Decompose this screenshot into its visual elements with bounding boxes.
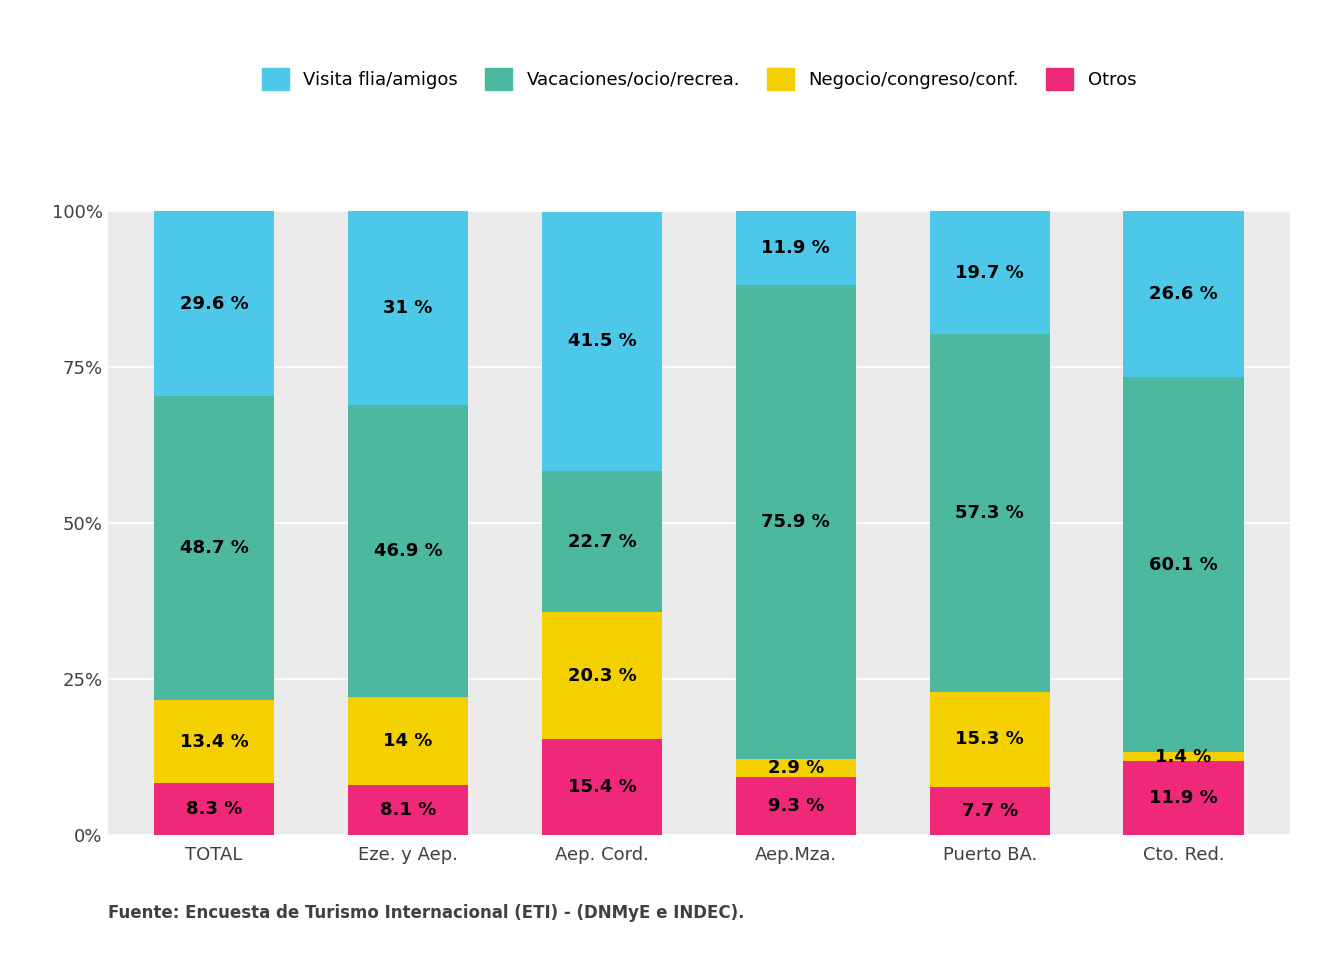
Bar xyxy=(735,759,856,778)
Text: 19.7 %: 19.7 % xyxy=(956,264,1024,281)
Text: 60.1 %: 60.1 % xyxy=(1149,556,1218,574)
Bar xyxy=(930,211,1050,334)
Bar xyxy=(348,211,468,405)
Bar xyxy=(1124,753,1243,761)
Text: 15.4 %: 15.4 % xyxy=(567,779,636,796)
Bar xyxy=(155,700,274,783)
Bar xyxy=(542,212,663,470)
Text: 48.7 %: 48.7 % xyxy=(180,539,249,557)
Bar xyxy=(1124,761,1243,835)
Bar xyxy=(542,739,663,835)
Text: 57.3 %: 57.3 % xyxy=(956,504,1024,522)
Bar xyxy=(930,787,1050,835)
Text: 14 %: 14 % xyxy=(383,732,433,750)
Text: 8.1 %: 8.1 % xyxy=(380,801,437,819)
Text: 2.9 %: 2.9 % xyxy=(767,759,824,778)
Bar xyxy=(930,691,1050,787)
Text: 7.7 %: 7.7 % xyxy=(961,803,1017,820)
Bar xyxy=(348,697,468,784)
Legend: Visita flia/amigos, Vacaciones/ocio/recrea., Negocio/congreso/conf., Otros: Visita flia/amigos, Vacaciones/ocio/recr… xyxy=(262,68,1136,90)
Bar xyxy=(1124,211,1243,377)
Text: 11.9 %: 11.9 % xyxy=(762,239,831,257)
Text: 29.6 %: 29.6 % xyxy=(180,295,249,313)
Bar xyxy=(348,784,468,835)
Text: 8.3 %: 8.3 % xyxy=(185,801,242,818)
Text: 26.6 %: 26.6 % xyxy=(1149,285,1218,303)
Text: 1.4 %: 1.4 % xyxy=(1156,748,1212,765)
Bar xyxy=(930,334,1050,691)
Bar xyxy=(348,404,468,697)
Text: 22.7 %: 22.7 % xyxy=(567,533,636,551)
Text: 15.3 %: 15.3 % xyxy=(956,731,1024,749)
Bar xyxy=(155,211,274,396)
Text: 46.9 %: 46.9 % xyxy=(374,542,442,560)
Bar xyxy=(735,211,856,285)
Bar xyxy=(735,778,856,835)
Bar xyxy=(155,396,274,700)
Text: 41.5 %: 41.5 % xyxy=(567,332,636,350)
Text: 9.3 %: 9.3 % xyxy=(767,797,824,815)
Text: 31 %: 31 % xyxy=(383,299,433,317)
Text: 13.4 %: 13.4 % xyxy=(180,732,249,751)
Bar xyxy=(735,285,856,759)
Text: 11.9 %: 11.9 % xyxy=(1149,789,1218,807)
Bar xyxy=(1124,377,1243,753)
Text: 20.3 %: 20.3 % xyxy=(567,667,636,684)
Bar xyxy=(542,470,663,612)
Bar xyxy=(542,612,663,739)
Text: 75.9 %: 75.9 % xyxy=(762,514,831,531)
Text: Fuente: Encuesta de Turismo Internacional (ETI) - (DNMyE e INDEC).: Fuente: Encuesta de Turismo Internaciona… xyxy=(108,903,745,922)
Bar xyxy=(155,783,274,835)
